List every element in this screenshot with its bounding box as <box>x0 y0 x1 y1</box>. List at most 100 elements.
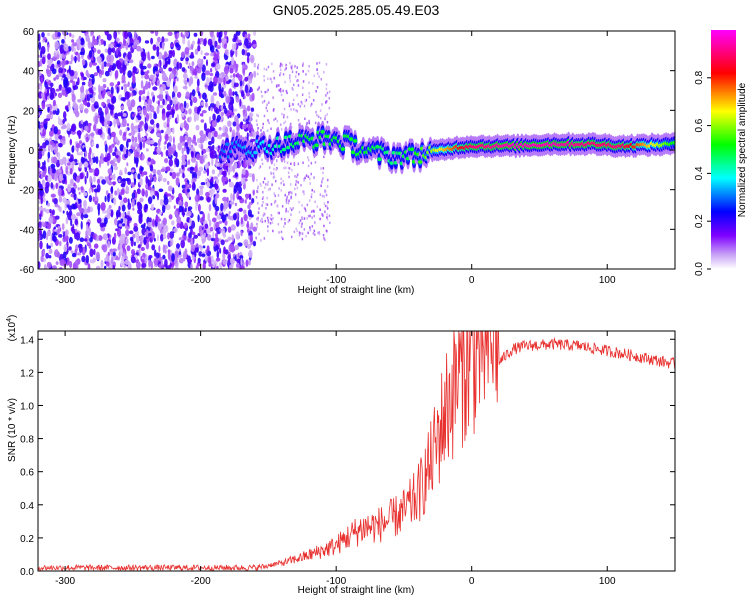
noise-speck <box>81 212 84 220</box>
noise-speck <box>140 80 144 89</box>
noise-speck <box>187 206 193 211</box>
noise-speck <box>135 151 140 158</box>
noise-speck <box>257 211 260 214</box>
noise-speck <box>81 255 86 263</box>
noise-speck <box>257 218 259 222</box>
noise-speck <box>314 121 317 125</box>
noise-speck <box>150 231 155 240</box>
noise-speck <box>38 112 41 116</box>
noise-speck <box>129 33 133 39</box>
noise-speck <box>201 237 205 245</box>
snr-x-axis: -300 -200 -100 0 100 <box>55 331 616 587</box>
noise-speck <box>131 169 135 173</box>
noise-speck <box>182 209 185 218</box>
noise-speck <box>110 43 114 50</box>
noise-speck <box>209 125 213 132</box>
noise-speck <box>59 173 63 182</box>
noise-speck <box>257 202 259 205</box>
noise-speck <box>272 176 275 179</box>
noise-speck <box>143 85 146 92</box>
noise-speck <box>118 223 123 227</box>
noise-speck <box>291 208 293 212</box>
noise-speck <box>91 152 95 158</box>
noise-speck <box>124 167 127 175</box>
noise-speck <box>65 200 71 205</box>
noise-speck <box>116 86 119 94</box>
noise-speck <box>67 185 71 193</box>
noise-speck <box>303 179 305 182</box>
noise-speck <box>176 32 180 38</box>
noise-speck <box>208 141 212 146</box>
noise-speck <box>148 232 152 237</box>
noise-speck <box>267 183 269 186</box>
noise-speck <box>282 89 284 93</box>
noise-speck <box>41 148 47 152</box>
noise-speck <box>95 156 99 165</box>
noise-speck <box>270 171 272 175</box>
noise-speck <box>153 257 159 266</box>
noise-speck <box>157 99 160 107</box>
noise-speck <box>166 117 170 125</box>
noise-speck <box>222 196 228 202</box>
noise-speck <box>128 230 134 235</box>
ridge-segment <box>253 150 258 155</box>
noise-speck <box>263 177 266 180</box>
noise-speck <box>302 70 304 73</box>
noise-speck <box>63 244 68 253</box>
noise-speck <box>63 43 69 52</box>
noise-speck <box>143 238 147 245</box>
noise-speck <box>133 177 137 186</box>
noise-speck <box>250 222 254 230</box>
noise-speck <box>86 171 89 179</box>
noise-speck <box>191 44 194 50</box>
noise-speck <box>98 34 101 40</box>
noise-speck <box>253 62 257 68</box>
noise-speck <box>145 133 149 137</box>
noise-speck <box>106 113 111 117</box>
noise-speck <box>197 214 200 223</box>
colorbar-gradient <box>711 30 736 269</box>
noise-speck <box>302 64 304 67</box>
noise-speck <box>262 122 264 126</box>
noise-speck <box>190 244 195 252</box>
noise-speck <box>280 217 283 221</box>
noise-speck <box>223 42 227 49</box>
noise-speck <box>55 261 59 265</box>
noise-speck <box>149 164 154 172</box>
noise-speck <box>127 51 132 60</box>
noise-speck <box>308 119 310 123</box>
noise-speck <box>324 204 327 208</box>
noise-speck <box>248 42 252 48</box>
noise-speck <box>94 167 100 177</box>
noise-speck <box>152 142 158 147</box>
noise-speck <box>310 195 313 199</box>
noise-speck <box>80 186 84 191</box>
noise-speck <box>326 216 328 219</box>
noise-speck <box>178 168 182 174</box>
noise-speck <box>117 31 121 35</box>
noise-speck <box>92 37 95 46</box>
noise-speck <box>204 223 209 229</box>
noise-speck <box>194 166 198 173</box>
noise-speck <box>205 147 210 153</box>
noise-speck <box>315 110 317 114</box>
noise-speck <box>236 219 240 227</box>
noise-speck <box>289 61 291 65</box>
noise-speck <box>266 103 268 107</box>
noise-speck <box>137 124 143 129</box>
noise-speck <box>61 223 65 231</box>
noise-speck <box>47 222 52 230</box>
noise-speck <box>267 188 270 191</box>
noise-speck <box>144 73 150 80</box>
noise-speck <box>125 177 130 182</box>
noise-speck <box>131 198 135 208</box>
noise-speck <box>113 232 117 240</box>
noise-speck <box>299 232 302 235</box>
noise-speck <box>150 31 155 34</box>
noise-speck <box>283 166 285 170</box>
noise-speck <box>85 33 90 42</box>
noise-speck <box>266 196 268 200</box>
noise-speck <box>267 119 269 122</box>
noise-speck <box>57 205 60 209</box>
